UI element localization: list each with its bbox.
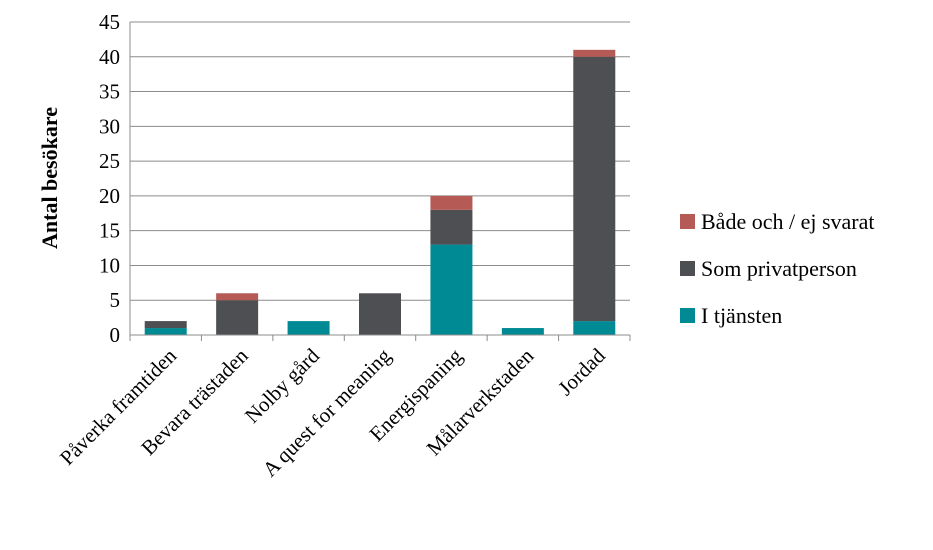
y-tick-label: 45 (99, 10, 120, 34)
y-tick-label: 15 (99, 219, 120, 243)
bar-segment (287, 321, 330, 335)
legend-swatch (680, 214, 695, 229)
y-tick-label: 5 (110, 288, 121, 312)
legend-label: Som privatperson (701, 256, 857, 281)
bar-segment (573, 321, 616, 335)
bar-segment (144, 328, 187, 335)
x-tick-label: Påverka framtiden (55, 343, 182, 470)
legend-swatch (680, 308, 695, 323)
bar-segment (430, 209, 473, 245)
y-tick-label: 20 (99, 184, 120, 208)
bar-segment (359, 293, 401, 335)
y-tick-label: 10 (99, 253, 120, 277)
bar-segment (573, 56, 616, 322)
y-axis-label: Antal besökare (37, 107, 62, 249)
bar-segment (430, 244, 473, 335)
bar-segment (216, 300, 259, 335)
legend: Både och / ej svarat Som privatperson I tj… (680, 209, 875, 328)
bar-segment (501, 328, 544, 335)
y-tick-label: 25 (99, 149, 120, 173)
x-tick-label: A quest for meaning (258, 343, 396, 481)
gridlines (130, 21, 630, 301)
y-tick-label: 30 (99, 114, 120, 138)
legend-swatch (680, 261, 695, 276)
legend-label: I tjänsten (701, 303, 782, 328)
y-tick-label: 35 (99, 80, 120, 104)
y-tick-label: 40 (99, 45, 120, 69)
bars (144, 49, 616, 335)
bar-segment (430, 195, 473, 210)
bar-segment (144, 321, 187, 329)
bar-segment (216, 293, 259, 301)
y-tick-label: 0 (110, 323, 121, 347)
x-tick-label: Jordad (553, 343, 610, 400)
legend-label: Både och / ej svarat (701, 209, 875, 234)
bar-segment (573, 49, 616, 57)
